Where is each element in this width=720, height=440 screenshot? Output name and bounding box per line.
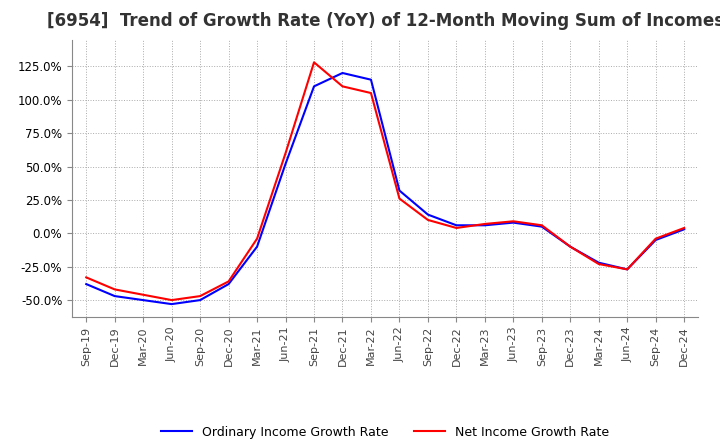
Net Income Growth Rate — [196, 293, 204, 299]
Ordinary Income Growth Rate — [338, 70, 347, 76]
Net Income Growth Rate — [139, 292, 148, 297]
Ordinary Income Growth Rate — [167, 301, 176, 307]
Ordinary Income Growth Rate — [452, 223, 461, 228]
Net Income Growth Rate — [566, 244, 575, 249]
Net Income Growth Rate — [310, 60, 318, 65]
Net Income Growth Rate — [82, 275, 91, 280]
Ordinary Income Growth Rate — [480, 223, 489, 228]
Ordinary Income Growth Rate — [623, 267, 631, 272]
Ordinary Income Growth Rate — [282, 161, 290, 166]
Ordinary Income Growth Rate — [566, 244, 575, 249]
Net Income Growth Rate — [595, 261, 603, 267]
Ordinary Income Growth Rate — [110, 293, 119, 299]
Net Income Growth Rate — [253, 236, 261, 241]
Net Income Growth Rate — [338, 84, 347, 89]
Net Income Growth Rate — [680, 225, 688, 231]
Ordinary Income Growth Rate — [652, 237, 660, 242]
Net Income Growth Rate — [537, 223, 546, 228]
Net Income Growth Rate — [282, 150, 290, 156]
Net Income Growth Rate — [366, 90, 375, 95]
Net Income Growth Rate — [110, 287, 119, 292]
Ordinary Income Growth Rate — [366, 77, 375, 82]
Ordinary Income Growth Rate — [196, 297, 204, 303]
Ordinary Income Growth Rate — [139, 297, 148, 303]
Ordinary Income Growth Rate — [82, 282, 91, 287]
Legend: Ordinary Income Growth Rate, Net Income Growth Rate: Ordinary Income Growth Rate, Net Income … — [156, 421, 614, 440]
Net Income Growth Rate — [452, 225, 461, 231]
Ordinary Income Growth Rate — [225, 282, 233, 287]
Ordinary Income Growth Rate — [253, 244, 261, 249]
Ordinary Income Growth Rate — [395, 188, 404, 193]
Net Income Growth Rate — [480, 221, 489, 227]
Ordinary Income Growth Rate — [310, 84, 318, 89]
Ordinary Income Growth Rate — [509, 220, 518, 225]
Net Income Growth Rate — [395, 196, 404, 201]
Title: [6954]  Trend of Growth Rate (YoY) of 12-Month Moving Sum of Incomes: [6954] Trend of Growth Rate (YoY) of 12-… — [47, 12, 720, 30]
Net Income Growth Rate — [423, 217, 432, 223]
Line: Net Income Growth Rate: Net Income Growth Rate — [86, 62, 684, 300]
Net Income Growth Rate — [652, 236, 660, 241]
Net Income Growth Rate — [167, 297, 176, 303]
Ordinary Income Growth Rate — [595, 260, 603, 265]
Net Income Growth Rate — [509, 219, 518, 224]
Ordinary Income Growth Rate — [423, 212, 432, 217]
Line: Ordinary Income Growth Rate: Ordinary Income Growth Rate — [86, 73, 684, 304]
Net Income Growth Rate — [623, 267, 631, 272]
Ordinary Income Growth Rate — [537, 224, 546, 229]
Ordinary Income Growth Rate — [680, 227, 688, 232]
Net Income Growth Rate — [225, 279, 233, 284]
